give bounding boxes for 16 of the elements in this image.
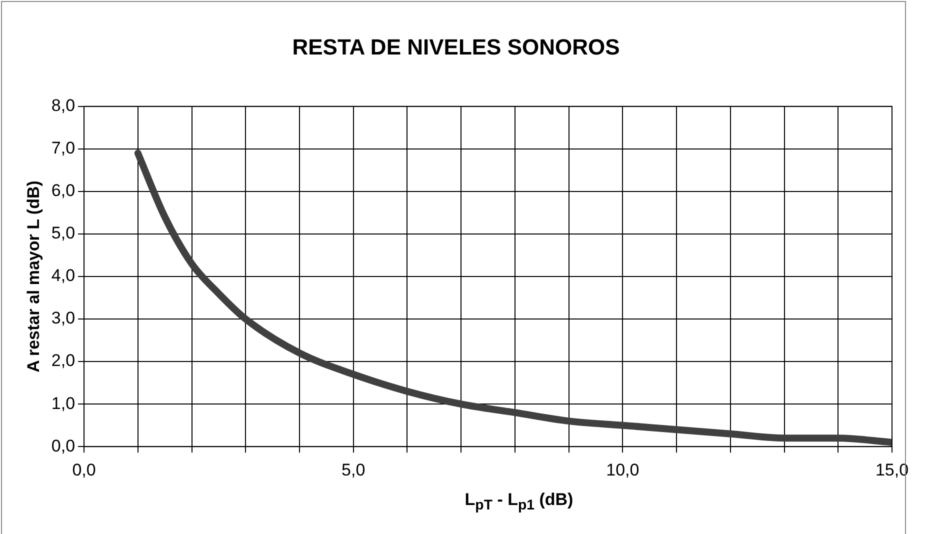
x-axis-title: L$_{pT}$ - L$_{p1}$ (dB) (464, 490, 574, 514)
x-tick-label: 15,0 (875, 460, 909, 480)
x-tick-label: 0,0 (72, 460, 96, 480)
y-tick-label: 2,0 (51, 351, 76, 370)
y-tick-label: 7,0 (51, 138, 76, 158)
y-axis-title: A restar al mayor L (dB) (24, 180, 43, 372)
y-tick-label: 8,0 (51, 96, 76, 116)
x-tick-label: 5,0 (342, 460, 366, 480)
y-tick-label: 5,0 (51, 224, 76, 243)
x-tick-label: 10,0 (606, 460, 640, 480)
y-tick-label: 0,0 (51, 436, 76, 456)
y-tick-label: 6,0 (51, 181, 76, 200)
chart-title: RESTA DE NIVELES SONOROS (292, 34, 620, 60)
y-tick-label: 3,0 (51, 308, 76, 328)
y-tick-label: 1,0 (51, 394, 76, 413)
y-tick-label: 4,0 (51, 266, 76, 286)
